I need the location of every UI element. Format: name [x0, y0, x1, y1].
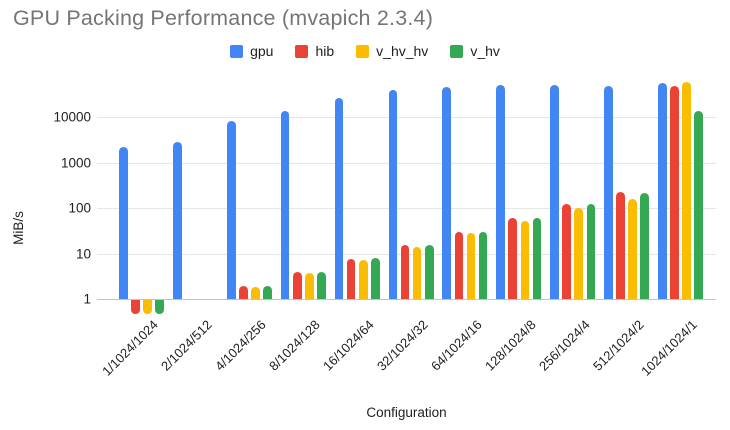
bar-hib[interactable]: [131, 300, 140, 314]
x-tick-label: 8/1024/128: [266, 317, 323, 374]
bar-v_hv_hv[interactable]: [412, 246, 422, 299]
legend-item-gpu[interactable]: gpu: [230, 43, 273, 59]
bar-hib[interactable]: [346, 259, 356, 299]
x-tick-label: 1/1024/1024: [99, 317, 162, 379]
x-tick-label: 512/1024/2: [589, 317, 647, 374]
bar-v_hv[interactable]: [478, 231, 488, 299]
bar-hib[interactable]: [670, 86, 679, 299]
bar-v_hv[interactable]: [155, 300, 165, 314]
legend-label: v_hv_hv: [376, 43, 429, 59]
legend-label: v_hv: [470, 43, 500, 59]
legend-swatch-icon: [356, 44, 370, 58]
bar-v_hv_hv[interactable]: [466, 233, 476, 299]
bar-v_hv_hv[interactable]: [574, 208, 584, 299]
gridline: [97, 208, 716, 209]
x-tick-label: 4/1024/256: [212, 317, 270, 374]
y-tick-label: 10000: [53, 109, 91, 125]
bar-v_hv_hv[interactable]: [520, 220, 530, 299]
bar-gpu[interactable]: [604, 85, 613, 299]
x-tick-label: 64/1024/16: [427, 317, 485, 374]
x-tick-label: 1024/1024/1: [638, 317, 701, 379]
bar-gpu[interactable]: [496, 85, 506, 299]
bar-v_hv[interactable]: [694, 111, 704, 299]
y-tick-label: 10: [75, 246, 91, 261]
chart-legend: gpu hib v_hv_hv v_hv: [0, 42, 730, 60]
bar-gpu[interactable]: [280, 111, 290, 299]
legend-item-hib[interactable]: hib: [295, 43, 334, 59]
legend-swatch-icon: [230, 44, 244, 58]
bar-gpu[interactable]: [658, 82, 667, 299]
legend-swatch-icon: [450, 44, 464, 58]
legend-label: gpu: [250, 43, 274, 59]
x-tick-label: 32/1024/32: [374, 317, 431, 374]
bar-gpu[interactable]: [388, 89, 398, 299]
x-tick-label: 2/1024/512: [158, 317, 216, 374]
bar-hib[interactable]: [400, 245, 410, 299]
y-axis-title: MiB/s: [11, 211, 26, 245]
bar-v_hv[interactable]: [586, 204, 596, 299]
bar-gpu[interactable]: [226, 120, 236, 299]
bar-v_hv_hv[interactable]: [628, 198, 638, 299]
chart-title: GPU Packing Performance (mvapich 2.3.4): [13, 6, 434, 30]
bar-v_hv[interactable]: [640, 192, 650, 299]
bar-v_hv[interactable]: [424, 245, 434, 299]
bar-hib[interactable]: [562, 204, 572, 299]
x-tick-label: 256/1024/4: [535, 317, 593, 374]
y-tick-label: 100: [68, 200, 91, 216]
bar-v_hv[interactable]: [532, 218, 542, 299]
x-tick-label: 128/1024/8: [481, 317, 539, 374]
legend-label: hib: [315, 43, 335, 59]
bar-v_hv[interactable]: [370, 257, 380, 299]
bar-hib[interactable]: [616, 191, 625, 299]
legend-item-v_hv[interactable]: v_hv: [450, 43, 500, 59]
bar-gpu[interactable]: [172, 142, 182, 299]
x-axis-title: Configuration: [366, 405, 447, 420]
bar-v_hv_hv[interactable]: [143, 300, 152, 314]
bar-v_hv_hv[interactable]: [682, 81, 691, 299]
bar-hib[interactable]: [508, 218, 518, 299]
legend-swatch-icon: [295, 44, 309, 58]
bar-gpu[interactable]: [334, 98, 344, 299]
bar-hib[interactable]: [292, 271, 302, 299]
bar-v_hv[interactable]: [317, 271, 326, 299]
legend-item-v_hv_hv[interactable]: v_hv_hv: [356, 43, 428, 59]
bar-hib[interactable]: [238, 286, 248, 299]
bar-v_hv_hv[interactable]: [251, 287, 260, 299]
bar-v_hv_hv[interactable]: [358, 259, 368, 299]
x-tick-label: 16/1024/64: [320, 317, 377, 374]
x-axis-baseline: [97, 299, 716, 300]
bar-hib[interactable]: [454, 232, 464, 299]
bar-v_hv[interactable]: [263, 286, 272, 299]
bar-gpu[interactable]: [442, 86, 452, 299]
y-tick-label: 1: [83, 291, 91, 307]
bar-v_hv_hv[interactable]: [304, 272, 314, 299]
gridline: [97, 117, 716, 118]
y-tick-label: 1000: [60, 155, 91, 170]
bar-gpu[interactable]: [119, 146, 128, 299]
gridline: [97, 162, 716, 164]
bar-gpu[interactable]: [550, 84, 559, 299]
